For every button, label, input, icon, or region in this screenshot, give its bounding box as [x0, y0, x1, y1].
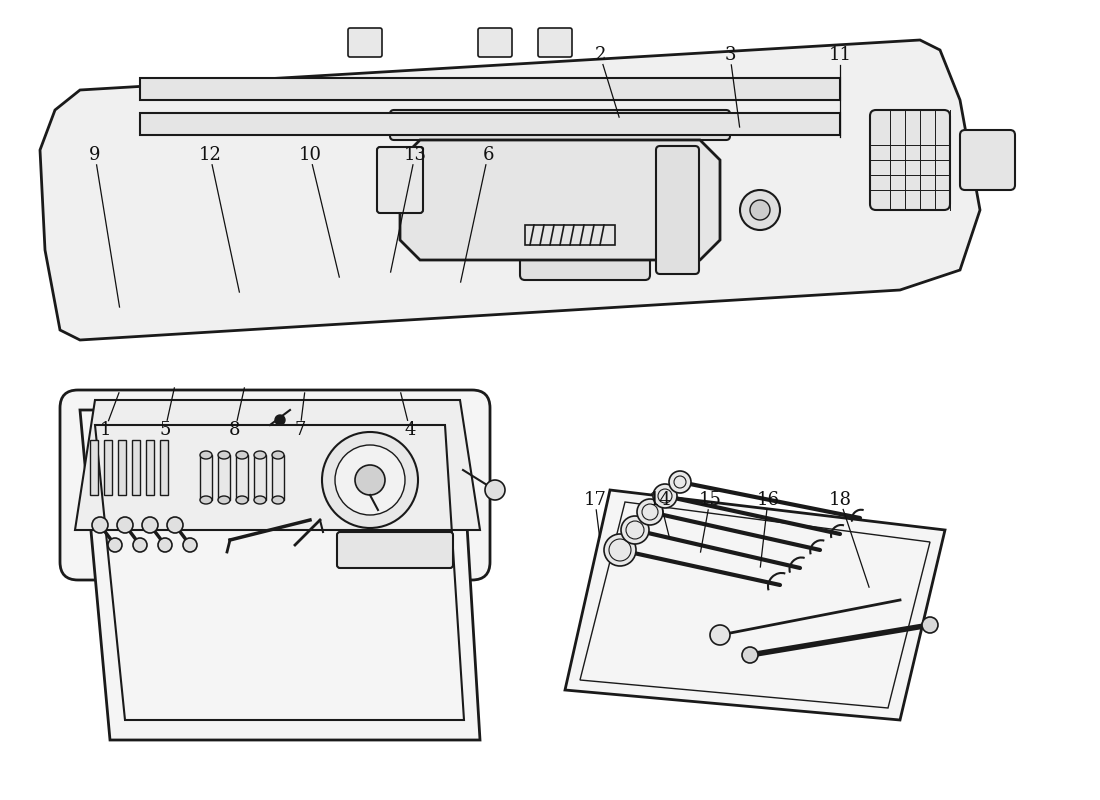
- FancyBboxPatch shape: [377, 147, 424, 213]
- Circle shape: [621, 516, 649, 544]
- Bar: [140, 113, 840, 135]
- Bar: [254, 455, 266, 500]
- FancyBboxPatch shape: [520, 250, 650, 280]
- Circle shape: [108, 538, 122, 552]
- Text: eurospares: eurospares: [649, 568, 791, 612]
- Circle shape: [158, 538, 172, 552]
- Text: eurospares: eurospares: [604, 206, 796, 234]
- Text: 18: 18: [828, 491, 851, 509]
- Bar: [146, 440, 154, 495]
- Ellipse shape: [200, 496, 212, 504]
- Polygon shape: [80, 410, 480, 740]
- FancyBboxPatch shape: [656, 146, 699, 274]
- Bar: [160, 440, 168, 495]
- Circle shape: [710, 625, 730, 645]
- Bar: [132, 440, 140, 495]
- Ellipse shape: [236, 496, 248, 504]
- Circle shape: [750, 200, 770, 220]
- Text: 4: 4: [405, 421, 416, 439]
- Circle shape: [167, 517, 183, 533]
- Bar: [200, 455, 212, 500]
- Text: 10: 10: [298, 146, 321, 164]
- Circle shape: [669, 471, 691, 493]
- Ellipse shape: [254, 451, 266, 459]
- FancyBboxPatch shape: [60, 390, 490, 580]
- Circle shape: [742, 647, 758, 663]
- Circle shape: [133, 538, 147, 552]
- Text: 16: 16: [757, 491, 780, 509]
- Ellipse shape: [236, 451, 248, 459]
- Ellipse shape: [218, 496, 230, 504]
- Ellipse shape: [272, 451, 284, 459]
- Text: 14: 14: [649, 491, 671, 509]
- Circle shape: [604, 534, 636, 566]
- Circle shape: [637, 499, 663, 525]
- Circle shape: [275, 415, 285, 425]
- Circle shape: [322, 432, 418, 528]
- FancyBboxPatch shape: [960, 130, 1015, 190]
- Text: 3: 3: [724, 46, 736, 64]
- Bar: [118, 440, 127, 495]
- Ellipse shape: [254, 496, 266, 504]
- Text: 2: 2: [594, 46, 606, 64]
- Text: 6: 6: [482, 146, 494, 164]
- Circle shape: [336, 445, 405, 515]
- Circle shape: [653, 484, 676, 508]
- Circle shape: [142, 517, 158, 533]
- Ellipse shape: [272, 496, 284, 504]
- Text: 15: 15: [698, 491, 722, 509]
- Text: 8: 8: [229, 421, 241, 439]
- Bar: [140, 78, 840, 100]
- Circle shape: [117, 517, 133, 533]
- Circle shape: [740, 190, 780, 230]
- Text: 13: 13: [404, 146, 427, 164]
- FancyBboxPatch shape: [478, 28, 512, 57]
- FancyBboxPatch shape: [538, 28, 572, 57]
- Circle shape: [362, 472, 378, 488]
- Bar: [104, 440, 112, 495]
- Text: 12: 12: [199, 146, 221, 164]
- Text: 5: 5: [160, 421, 170, 439]
- Text: 11: 11: [828, 46, 851, 64]
- Circle shape: [183, 538, 197, 552]
- Bar: [236, 455, 248, 500]
- Bar: [218, 455, 230, 500]
- Circle shape: [355, 465, 385, 495]
- Text: 7: 7: [295, 421, 306, 439]
- Bar: [272, 455, 284, 500]
- Text: 17: 17: [584, 491, 606, 509]
- FancyBboxPatch shape: [390, 110, 730, 140]
- Text: eurospares: eurospares: [144, 514, 355, 546]
- Circle shape: [922, 617, 938, 633]
- Bar: [90, 440, 98, 495]
- Text: 1: 1: [99, 421, 111, 439]
- FancyBboxPatch shape: [337, 532, 453, 568]
- FancyBboxPatch shape: [348, 28, 382, 57]
- Polygon shape: [40, 40, 980, 340]
- FancyBboxPatch shape: [870, 110, 950, 210]
- Bar: [525, 225, 615, 245]
- Polygon shape: [400, 140, 720, 260]
- Ellipse shape: [200, 451, 212, 459]
- Ellipse shape: [218, 451, 230, 459]
- Polygon shape: [75, 400, 480, 530]
- Circle shape: [92, 517, 108, 533]
- Text: 9: 9: [89, 146, 101, 164]
- Polygon shape: [565, 490, 945, 720]
- Circle shape: [485, 480, 505, 500]
